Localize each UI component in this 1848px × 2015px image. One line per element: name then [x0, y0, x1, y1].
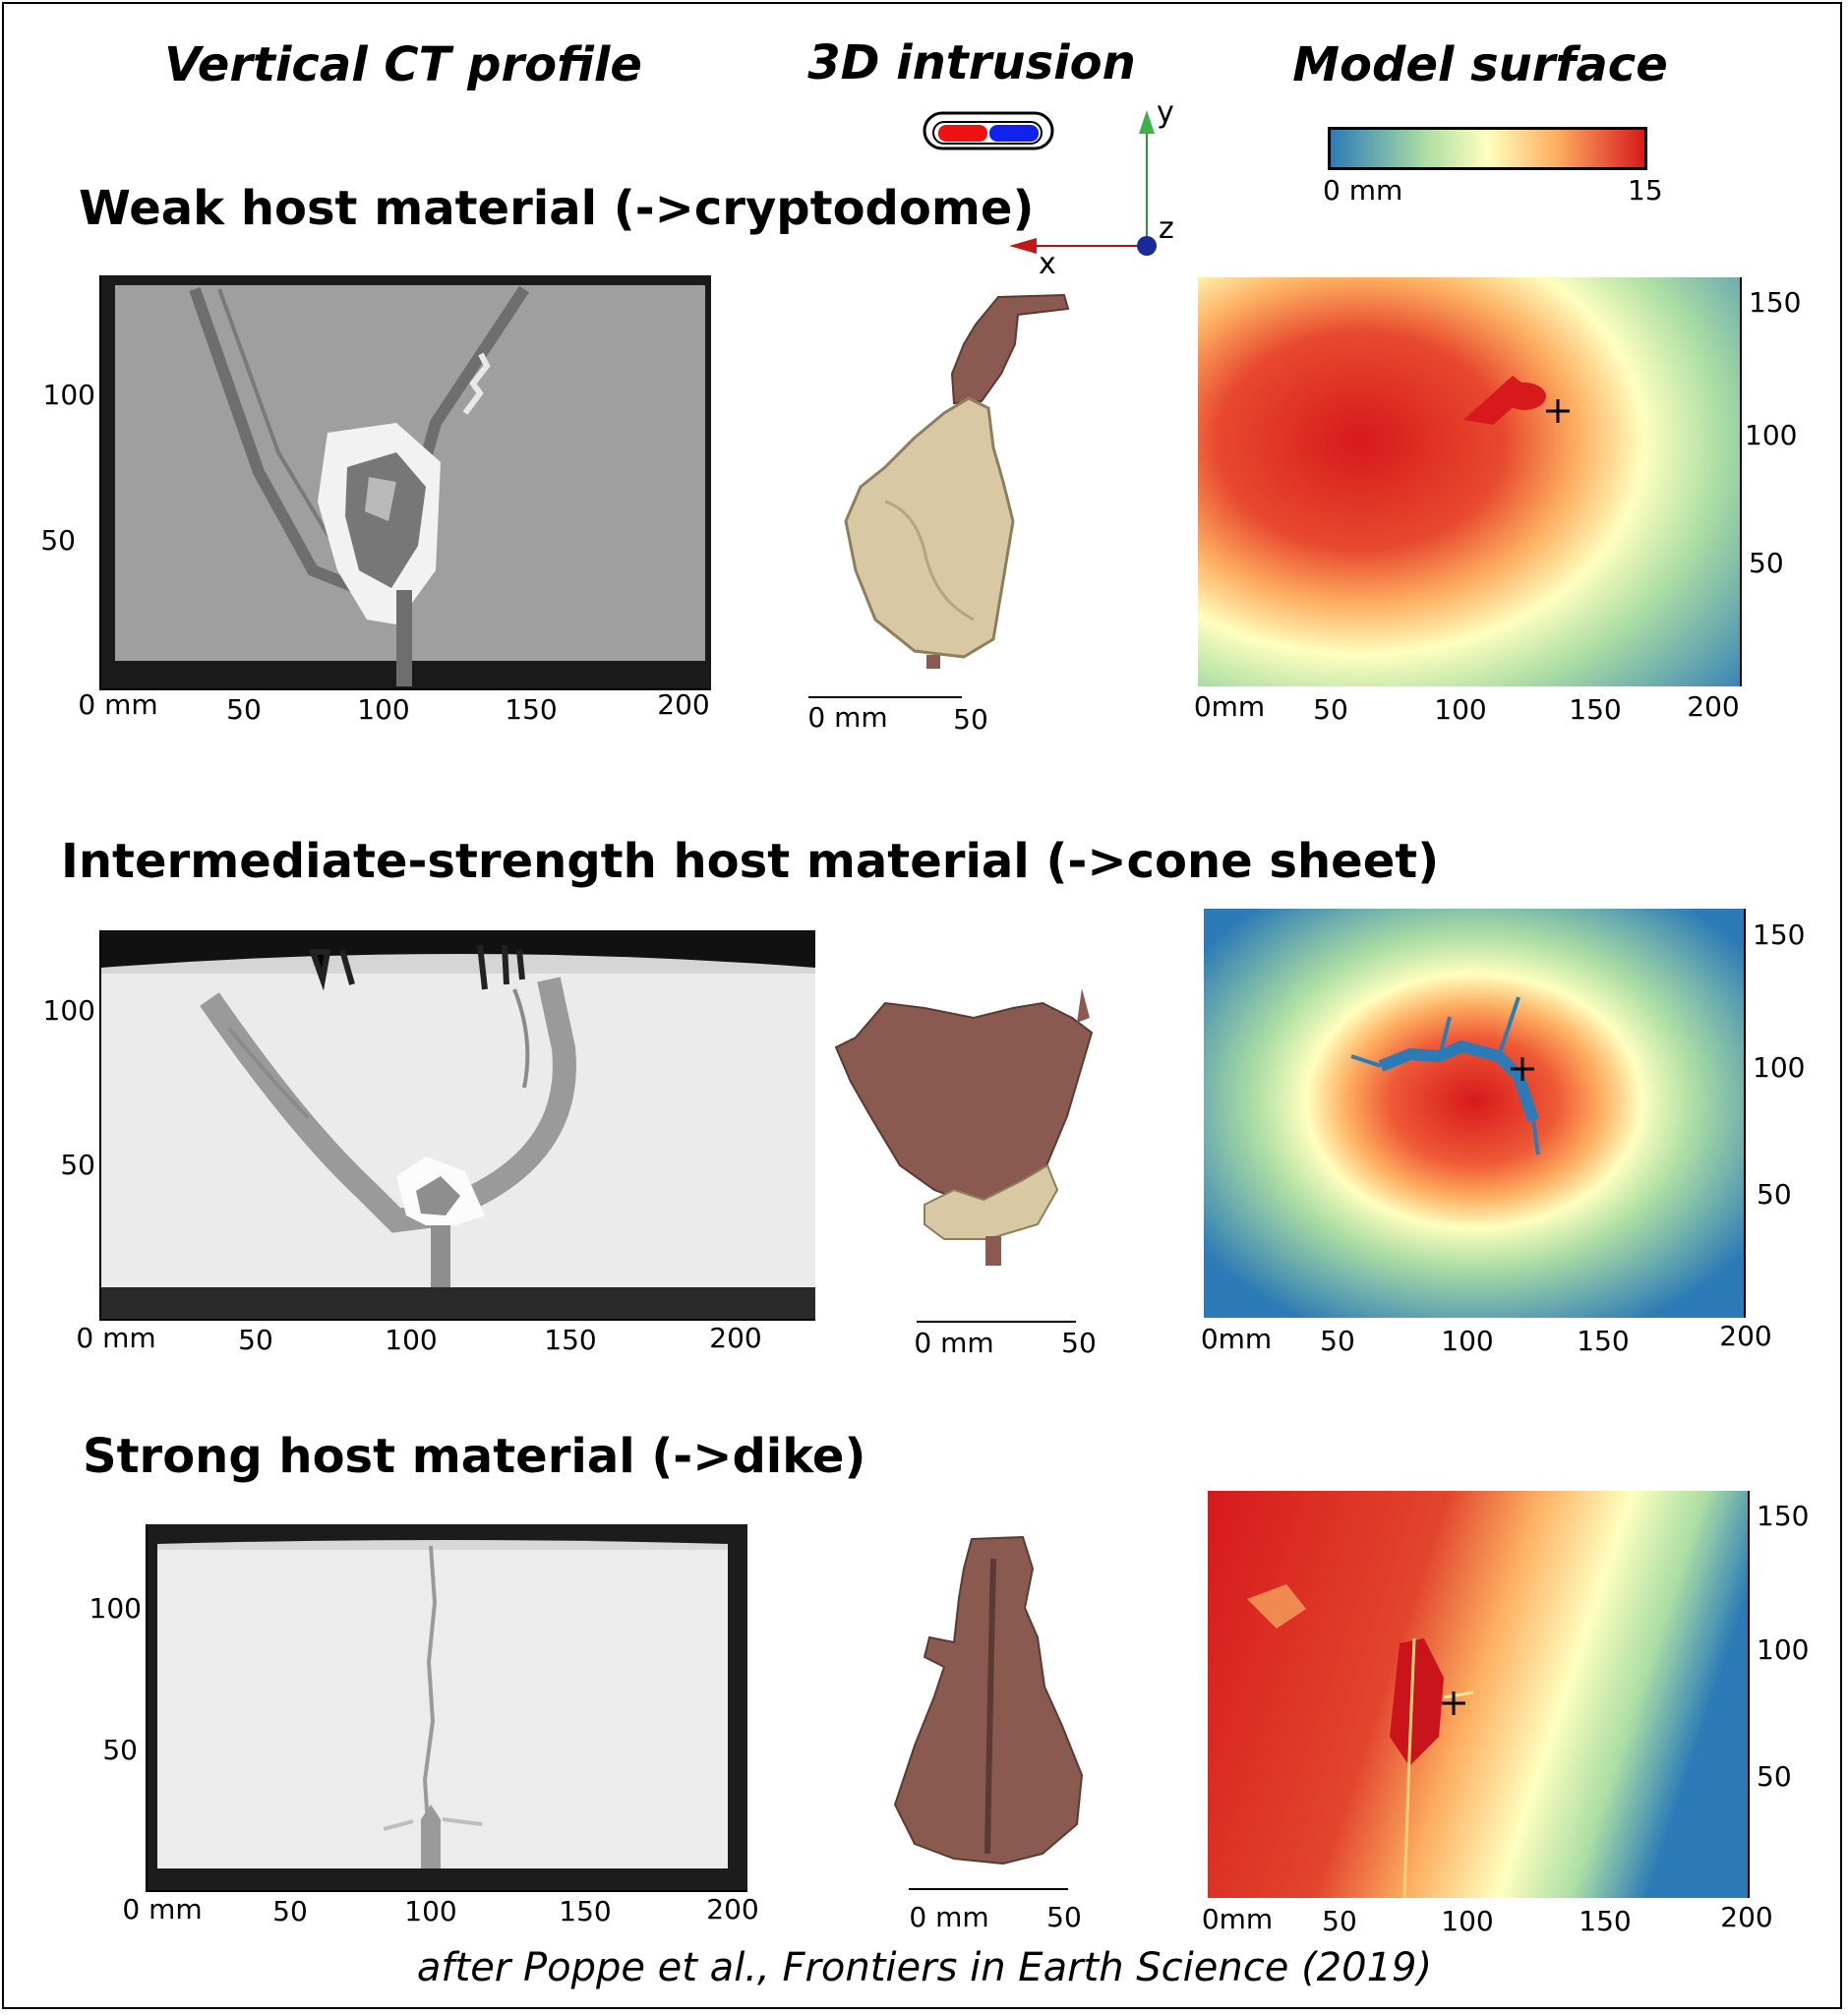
ct-x-tick: 50: [272, 1895, 308, 1927]
ct-profile-strong: [148, 1524, 747, 1890]
surface-y-tick: 150: [1749, 286, 1802, 319]
ct-y-tick: 50: [102, 1734, 138, 1766]
surface-y-tick: 50: [1749, 547, 1784, 579]
surface-x-tick: 100: [1434, 693, 1487, 726]
surface-map-intermediate: [1204, 909, 1744, 1318]
colorbar-min-label: 0 mm: [1323, 174, 1403, 207]
ct-x-tick: 150: [559, 1895, 612, 1927]
ct-x-tick: 150: [505, 693, 558, 726]
anaglyph-glasses-icon: [923, 111, 1056, 152]
ct-x-tick: 100: [385, 1324, 438, 1356]
injection-point-marker: [1546, 399, 1570, 423]
intrusion-3d-strong: [885, 1529, 1102, 1878]
ct-x-tick: 100: [404, 1895, 457, 1927]
citation: after Poppe et al., Frontiers in Earth S…: [416, 1945, 1433, 1990]
ct-x-tick: 0 mm: [122, 1893, 203, 1926]
coordinate-axes-icon: [1001, 98, 1188, 275]
intrusion-scale-label: 0 mm: [914, 1327, 994, 1359]
ct-x-axis: [99, 688, 711, 690]
injection-point-marker: [1442, 1691, 1465, 1715]
surface-x-tick: 0mm: [1193, 690, 1266, 723]
surface-y-axis: [1748, 1491, 1750, 1898]
surface-y-axis: [1740, 277, 1742, 686]
ct-x-tick: 200: [657, 688, 710, 721]
surface-x-tick: 50: [1313, 693, 1348, 726]
surface-x-tick: 200: [1720, 1901, 1773, 1933]
intrusion-scale-bar: [917, 1321, 1076, 1323]
intrusion-scale-label: 50: [1046, 1901, 1082, 1933]
ct-y-tick: 100: [89, 1592, 142, 1625]
surface-y-tick: 100: [1757, 1633, 1810, 1666]
ct-x-tick: 200: [706, 1893, 759, 1926]
row-title-intermediate: Intermediate-strength host material (->c…: [61, 834, 1440, 889]
surface-map-strong: [1208, 1491, 1748, 1898]
surface-x-tick: 50: [1320, 1325, 1355, 1357]
injection-point-marker: [1511, 1057, 1534, 1081]
surface-y-tick: 50: [1757, 1178, 1792, 1211]
colorbar: [1328, 127, 1647, 170]
surface-x-tick: 100: [1441, 1325, 1494, 1357]
ct-y-axis: [99, 930, 101, 1319]
ct-x-tick: 50: [226, 693, 262, 726]
surface-map-weak: [1198, 277, 1740, 686]
ct-x-axis: [99, 1319, 815, 1321]
ct-x-tick: 200: [709, 1322, 762, 1354]
surface-y-tick: 150: [1753, 919, 1806, 951]
intrusion-scale-label: 50: [1061, 1327, 1097, 1359]
intrusion-scale-bar: [808, 696, 962, 698]
ct-y-tick: 50: [60, 1149, 95, 1181]
intrusion-scale-label: 50: [953, 703, 988, 736]
surface-x-tick: 100: [1441, 1905, 1494, 1937]
surface-x-tick: 0mm: [1200, 1323, 1273, 1355]
column-header-ct: Vertical CT profile: [164, 37, 642, 92]
surface-y-tick: 100: [1753, 1051, 1806, 1084]
ct-x-tick: 100: [357, 693, 410, 726]
surface-x-tick: 200: [1719, 1320, 1772, 1352]
ct-profile-intermediate: [101, 930, 815, 1319]
ct-y-tick: 50: [40, 524, 76, 557]
ct-x-tick: 150: [544, 1324, 597, 1356]
surface-x-tick: 0mm: [1201, 1903, 1274, 1935]
intrusion-scale-bar: [909, 1888, 1068, 1890]
surface-y-tick: 50: [1757, 1760, 1792, 1793]
ct-y-axis: [99, 275, 101, 688]
column-header-intrusion: 3D intrusion: [807, 35, 1136, 90]
axis-label-z: z: [1159, 211, 1174, 246]
column-header-surface: Model surface: [1292, 37, 1668, 92]
ct-y-axis: [146, 1524, 148, 1890]
ct-y-tick: 100: [42, 379, 95, 411]
ct-x-tick: 50: [238, 1324, 273, 1356]
ct-y-tick: 100: [42, 994, 95, 1027]
surface-x-tick: 200: [1687, 690, 1740, 723]
intrusion-3d-intermediate: [826, 978, 1161, 1283]
surface-y-tick: 150: [1757, 1500, 1810, 1532]
ct-profile-weak: [101, 275, 711, 688]
surface-y-axis: [1744, 909, 1746, 1318]
axis-label-x: x: [1039, 247, 1056, 281]
axis-label-y: y: [1157, 95, 1174, 130]
ct-x-tick: 0 mm: [76, 1322, 156, 1354]
surface-x-tick: 50: [1322, 1905, 1357, 1937]
ct-x-axis: [146, 1890, 747, 1892]
surface-y-tick: 100: [1745, 419, 1798, 451]
intrusion-scale-label: 0 mm: [807, 701, 888, 734]
ct-x-tick: 0 mm: [78, 688, 158, 721]
row-title-strong: Strong host material (->dike): [83, 1429, 866, 1484]
colorbar-max-label: 15: [1628, 174, 1663, 207]
surface-x-tick: 150: [1579, 1905, 1632, 1937]
row-title-weak: Weak host material (->cryptodome): [79, 181, 1035, 236]
intrusion-3d-weak: [806, 285, 1082, 679]
intrusion-scale-label: 0 mm: [909, 1901, 989, 1933]
surface-x-tick: 150: [1577, 1325, 1630, 1357]
surface-x-tick: 150: [1569, 693, 1622, 726]
